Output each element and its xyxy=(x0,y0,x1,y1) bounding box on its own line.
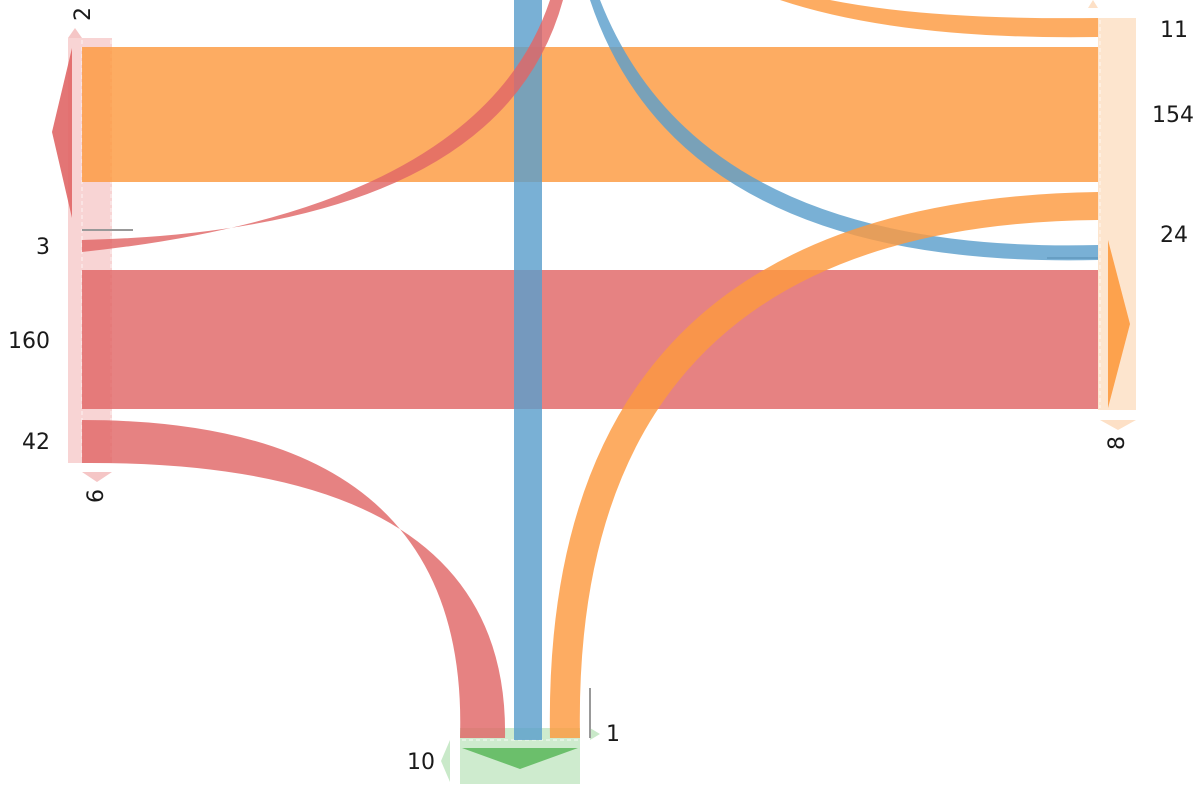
label-bottom-a: 1 xyxy=(606,722,620,747)
label-bottom-b: 10 xyxy=(407,750,435,775)
label-right-b: 154 xyxy=(1152,103,1194,128)
label-right-a: 11 xyxy=(1160,18,1188,43)
bottom-node-arrow xyxy=(462,748,578,769)
ribbon-red-thin-curve xyxy=(82,0,563,252)
label-right-c: 24 xyxy=(1160,223,1188,248)
label-right-bottom: 8 xyxy=(1105,436,1130,450)
left-node-top-arrow xyxy=(68,28,82,38)
label-left-b: 160 xyxy=(8,329,50,354)
ribbon-blue-vertical xyxy=(514,0,542,740)
ribbons xyxy=(82,0,1098,740)
right-node-top-arrow xyxy=(1088,0,1098,8)
bottom-node-right-arrow xyxy=(590,728,600,740)
bottom-node-side-arrow xyxy=(441,740,450,782)
left-node-bottom-arrow xyxy=(82,472,112,482)
ribbon-orange-band xyxy=(82,47,1098,182)
right-node-side-arrow xyxy=(1108,240,1130,408)
left-node-side-arrow xyxy=(52,48,72,218)
label-left-top: 2 xyxy=(71,7,96,21)
labels: 2 3 160 42 6 11 154 24 8 1 10 xyxy=(8,7,1194,775)
label-left-c: 42 xyxy=(22,430,50,455)
right-node-bottom-arrow xyxy=(1100,420,1136,430)
ribbon-orange-top-curve xyxy=(780,0,1098,38)
right-node xyxy=(1047,0,1136,430)
ribbon-orange-bottom-curve xyxy=(549,192,1098,738)
ribbon-red-band xyxy=(82,270,1098,409)
label-left-a: 3 xyxy=(36,235,50,260)
label-left-bottom: 6 xyxy=(84,489,109,503)
ribbon-red-bottom-curve xyxy=(82,420,506,738)
